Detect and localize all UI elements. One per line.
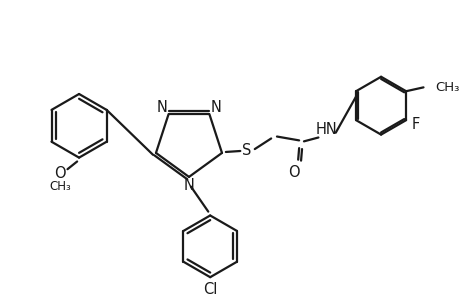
Text: N: N [156, 100, 167, 115]
Text: N: N [210, 100, 221, 115]
Text: F: F [411, 118, 419, 133]
Text: Cl: Cl [202, 282, 217, 297]
Text: O: O [54, 166, 66, 181]
Text: S: S [242, 143, 251, 158]
Text: HN: HN [314, 122, 336, 137]
Text: O: O [288, 165, 299, 180]
Text: CH₃: CH₃ [49, 180, 71, 193]
Text: N: N [183, 178, 194, 193]
Text: CH₃: CH₃ [434, 81, 459, 94]
